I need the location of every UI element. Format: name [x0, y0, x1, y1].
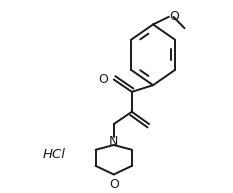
Text: HCl: HCl [42, 148, 65, 161]
Text: O: O [109, 178, 119, 191]
Text: O: O [98, 73, 108, 86]
Text: O: O [170, 10, 179, 23]
Text: N: N [109, 135, 118, 148]
